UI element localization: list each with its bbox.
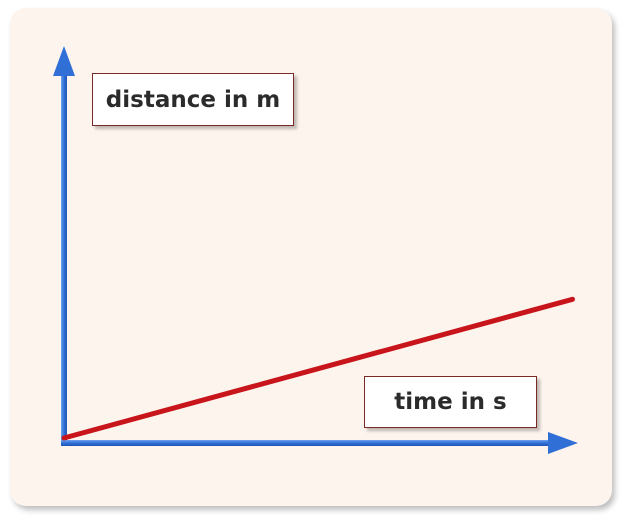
y-axis-arrowhead (53, 46, 75, 76)
x-axis-arrowhead (548, 432, 578, 454)
y-axis-label: distance in m (92, 73, 294, 126)
x-axis-label: time in s (364, 376, 537, 428)
x-axis (61, 440, 555, 446)
distance-time-line (61, 296, 575, 441)
y-axis (61, 70, 67, 446)
